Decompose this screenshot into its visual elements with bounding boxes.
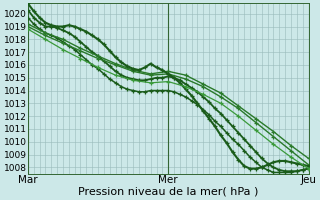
X-axis label: Pression niveau de la mer( hPa ): Pression niveau de la mer( hPa ) <box>78 187 258 197</box>
